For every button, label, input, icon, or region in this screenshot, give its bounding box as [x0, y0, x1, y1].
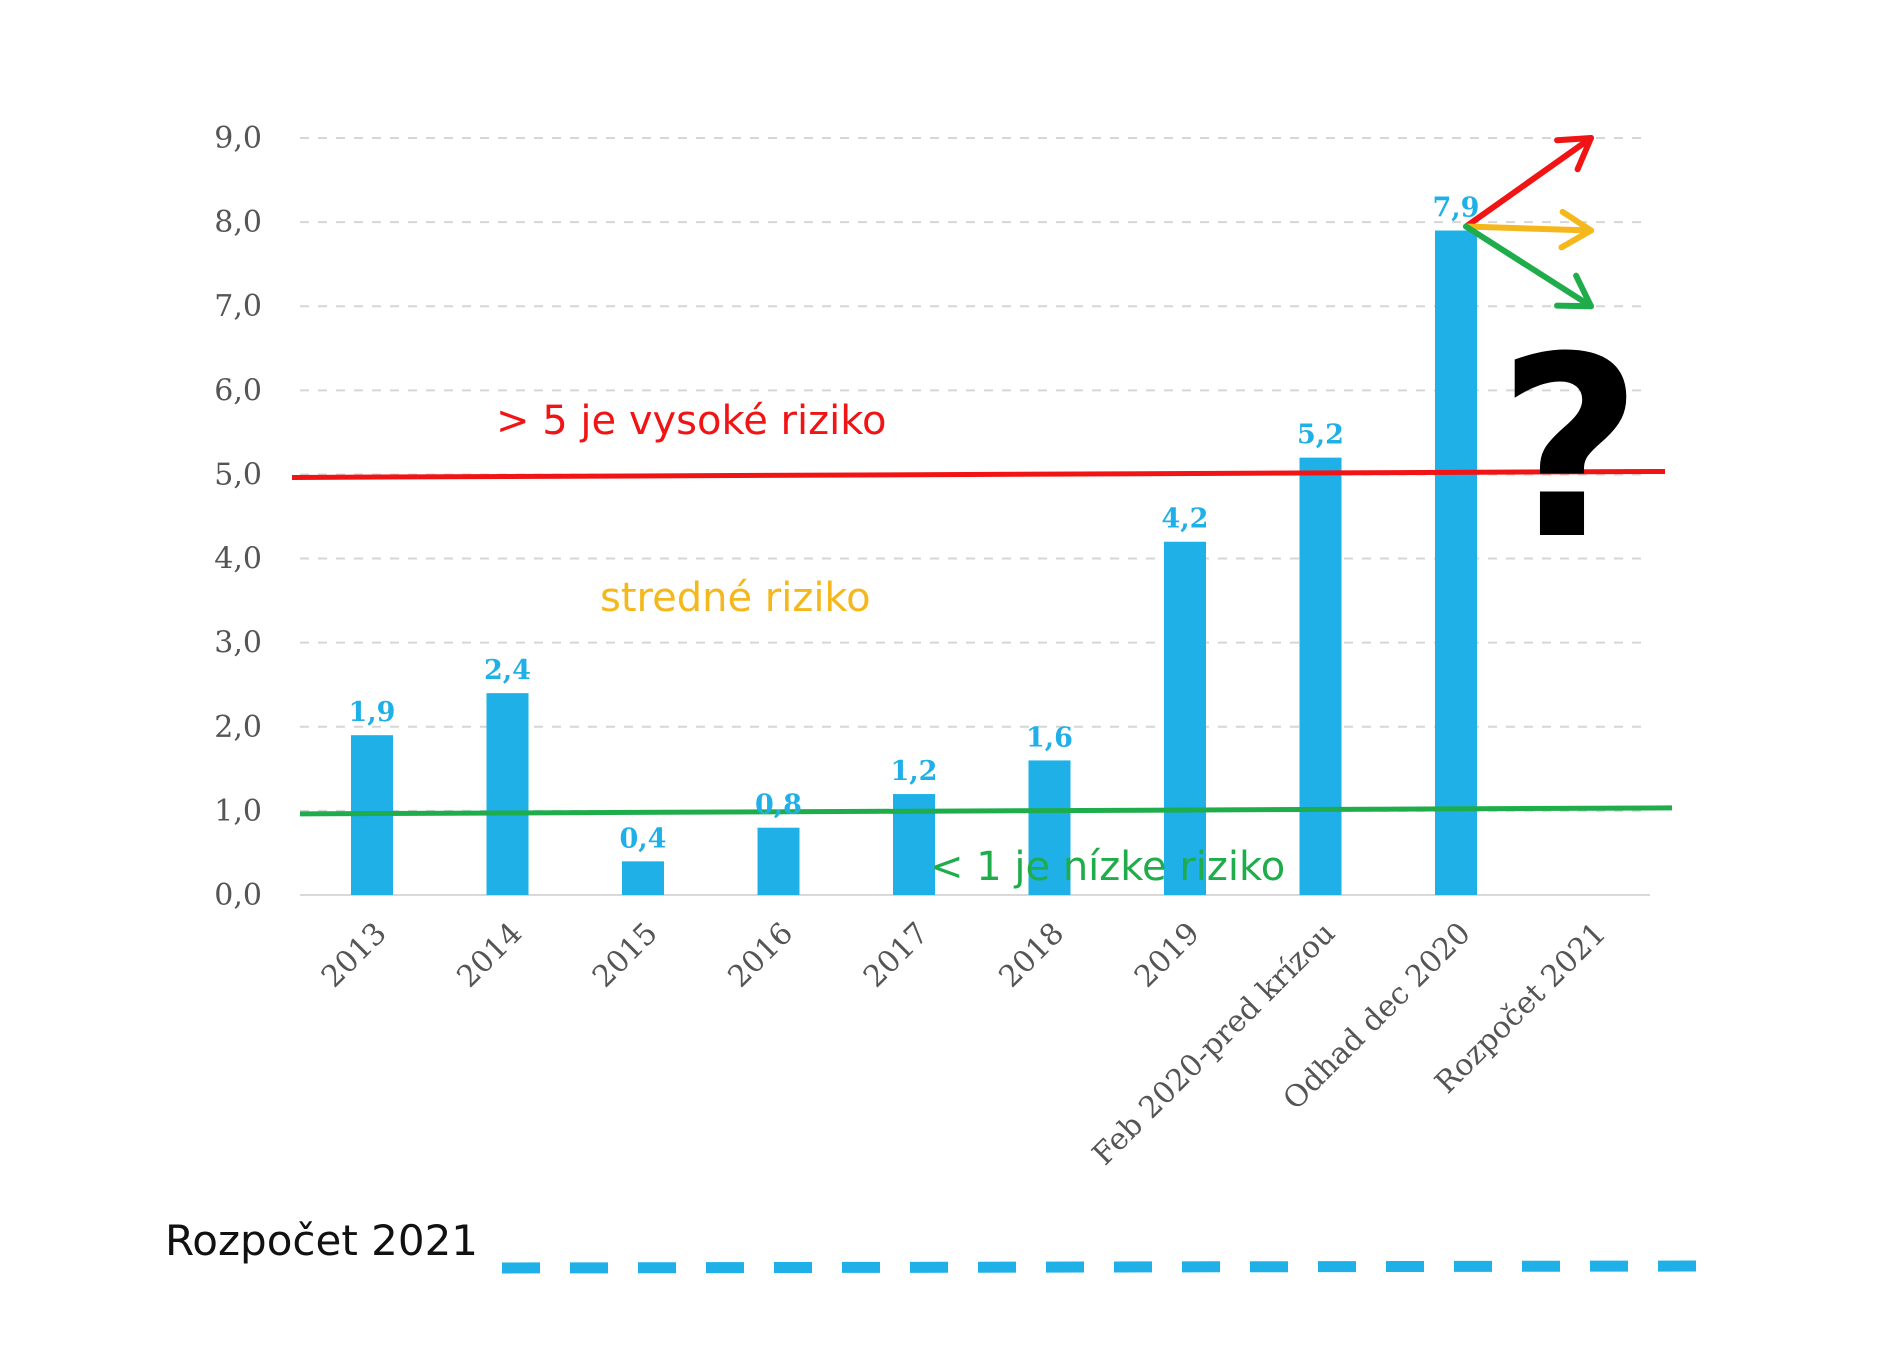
bar: [1299, 457, 1342, 895]
y-tick-label: 5,0: [214, 457, 262, 492]
x-tick-label: 2019: [1128, 916, 1207, 995]
x-tick-label: 2018: [992, 916, 1071, 995]
scenario-arrow-head: [1554, 272, 1594, 310]
y-tick-label: 3,0: [214, 626, 262, 661]
scenario-arrows: [1463, 135, 1594, 310]
low-risk-threshold-line: [299, 805, 1673, 817]
scenario-arrow: [1463, 223, 1594, 310]
bar: [622, 861, 664, 895]
x-tick-label: 2013: [315, 916, 394, 995]
x-tick-label: Feb 2020-pred krízou: [1086, 916, 1342, 1172]
data-label: 0,4: [620, 823, 667, 854]
low-risk-label: < 1 je nízke riziko: [930, 844, 1285, 890]
y-tick-label: 8,0: [214, 205, 262, 240]
footer-label: Rozpočet 2021: [165, 1216, 478, 1265]
bar: [1164, 541, 1206, 895]
bar: [1435, 230, 1477, 895]
x-tick-label: 2017: [857, 916, 936, 995]
y-tick-label: 2,0: [214, 710, 262, 745]
scenario-arrow: [1463, 223, 1594, 234]
data-label: 1,2: [891, 756, 938, 787]
y-axis-ticks: 0,0 1,0 2,0 3,0 4,0 5,0 6,0 7,0 8,0 9,0: [214, 121, 262, 913]
x-tick-label: 2016: [721, 916, 800, 995]
y-tick-label: 7,0: [214, 289, 262, 324]
data-label: 4,2: [1162, 504, 1209, 535]
high-risk-label: > 5 je vysoké riziko: [496, 398, 886, 444]
data-label: 5,2: [1297, 420, 1344, 451]
question-mark: ?: [1497, 303, 1642, 594]
y-tick-label: 6,0: [214, 373, 262, 408]
data-label: 7,9: [1433, 193, 1480, 224]
data-label: 0,8: [755, 790, 802, 821]
scenario-arrow-head: [1554, 135, 1594, 173]
y-tick-label: 9,0: [214, 121, 262, 156]
x-tick-label: 2015: [586, 916, 665, 995]
y-tick-label: 4,0: [214, 542, 262, 577]
scenario-arrow-head: [1558, 208, 1594, 251]
high-risk-threshold-line: [291, 468, 1666, 480]
y-tick-label: 0,0: [214, 878, 262, 913]
data-labels: 1,9 2,4 0,4 0,8 1,2 1,6 4,2 5,2 7,9: [349, 193, 1480, 855]
footer-dashed-line: [501, 1260, 1701, 1274]
bar: [486, 693, 529, 895]
scenario-arrow: [1463, 135, 1594, 230]
x-tick-label: 2014: [450, 916, 529, 995]
threshold-lines: [291, 468, 1673, 817]
data-label: 1,6: [1026, 722, 1073, 753]
data-label: 2,4: [484, 655, 531, 686]
bars: [351, 230, 1477, 895]
bar: [757, 827, 800, 895]
medium-risk-label: stredné riziko: [600, 575, 871, 621]
y-tick-label: 1,0: [214, 794, 262, 829]
data-label: 1,9: [349, 697, 396, 728]
bar: [1028, 760, 1071, 895]
